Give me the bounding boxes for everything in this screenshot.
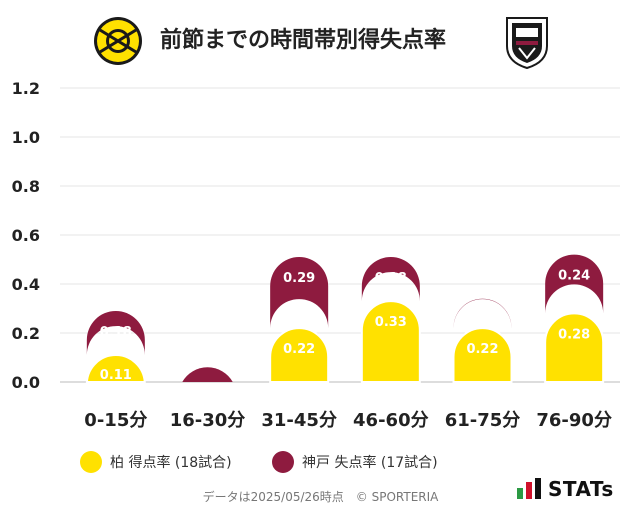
- data-label-kashiwa: 0.22: [466, 342, 498, 357]
- vissel-emblem-icon: [506, 17, 548, 70]
- bar-kashiwa: [544, 312, 605, 383]
- y-tick-label: 0.0: [12, 373, 40, 392]
- legend-label-kashiwa: 柏 得点率 (18試合): [110, 455, 232, 471]
- bar-kashiwa: [360, 300, 421, 383]
- data-label-kobe: 0.18: [375, 271, 407, 286]
- data-label-kobe: 0.12: [466, 313, 498, 328]
- x-tick-label: 61-75分: [445, 410, 521, 431]
- y-tick-label: 0.2: [12, 324, 40, 343]
- x-tick-label: 0-15分: [84, 410, 147, 431]
- bar-kashiwa: [269, 327, 330, 383]
- legend-swatch-kashiwa: [80, 451, 102, 473]
- bar-kobe: [545, 254, 604, 314]
- footer-note: データは2025/05/26時点 © SPORTERIA: [202, 490, 439, 504]
- x-tick-label: 46-60分: [353, 410, 429, 431]
- y-tick-label: 0.6: [12, 226, 40, 245]
- data-label-kobe: 0.29: [283, 271, 315, 286]
- y-tick-label: 0.8: [12, 177, 40, 196]
- data-label-kashiwa: 0.28: [558, 327, 590, 342]
- stats-logo: STATs: [516, 476, 632, 502]
- stats-brand: STATs: [548, 477, 614, 501]
- y-tick-label: 0.4: [12, 275, 40, 294]
- data-label-kashiwa: 0.11: [100, 368, 132, 383]
- data-label-kashiwa: 0.22: [283, 342, 315, 357]
- kashiwa-emblem-icon: [94, 17, 142, 65]
- bar-kobe: [86, 310, 145, 356]
- bar-kobe: [270, 257, 329, 329]
- x-tick-label: 31-45分: [261, 410, 337, 431]
- legend-item-kobe: 神戸 失点率 (17試合): [272, 450, 438, 474]
- legend-swatch-kobe: [272, 451, 294, 473]
- x-tick-label: 16-30分: [170, 410, 246, 431]
- x-tick-label: 76-90分: [536, 410, 612, 431]
- bar-kobe: [182, 367, 233, 382]
- legend-item-kashiwa: 柏 得点率 (18試合): [80, 450, 232, 474]
- bar-kashiwa: [452, 327, 513, 383]
- stats-logo-icon: [517, 478, 541, 499]
- data-label-kobe: 0.24: [558, 269, 590, 284]
- data-label-kobe: 0.18: [100, 325, 132, 340]
- chart-title: 前節までの時間帯別得失点率: [160, 28, 447, 53]
- y-tick-label: 1.2: [12, 79, 40, 98]
- bar-kobe: [361, 257, 420, 302]
- y-tick-label: 1.0: [12, 128, 40, 147]
- legend-label-kobe: 神戸 失点率 (17試合): [302, 455, 438, 471]
- data-label-kashiwa: 0.33: [375, 315, 407, 330]
- bar-kashiwa: [85, 354, 146, 383]
